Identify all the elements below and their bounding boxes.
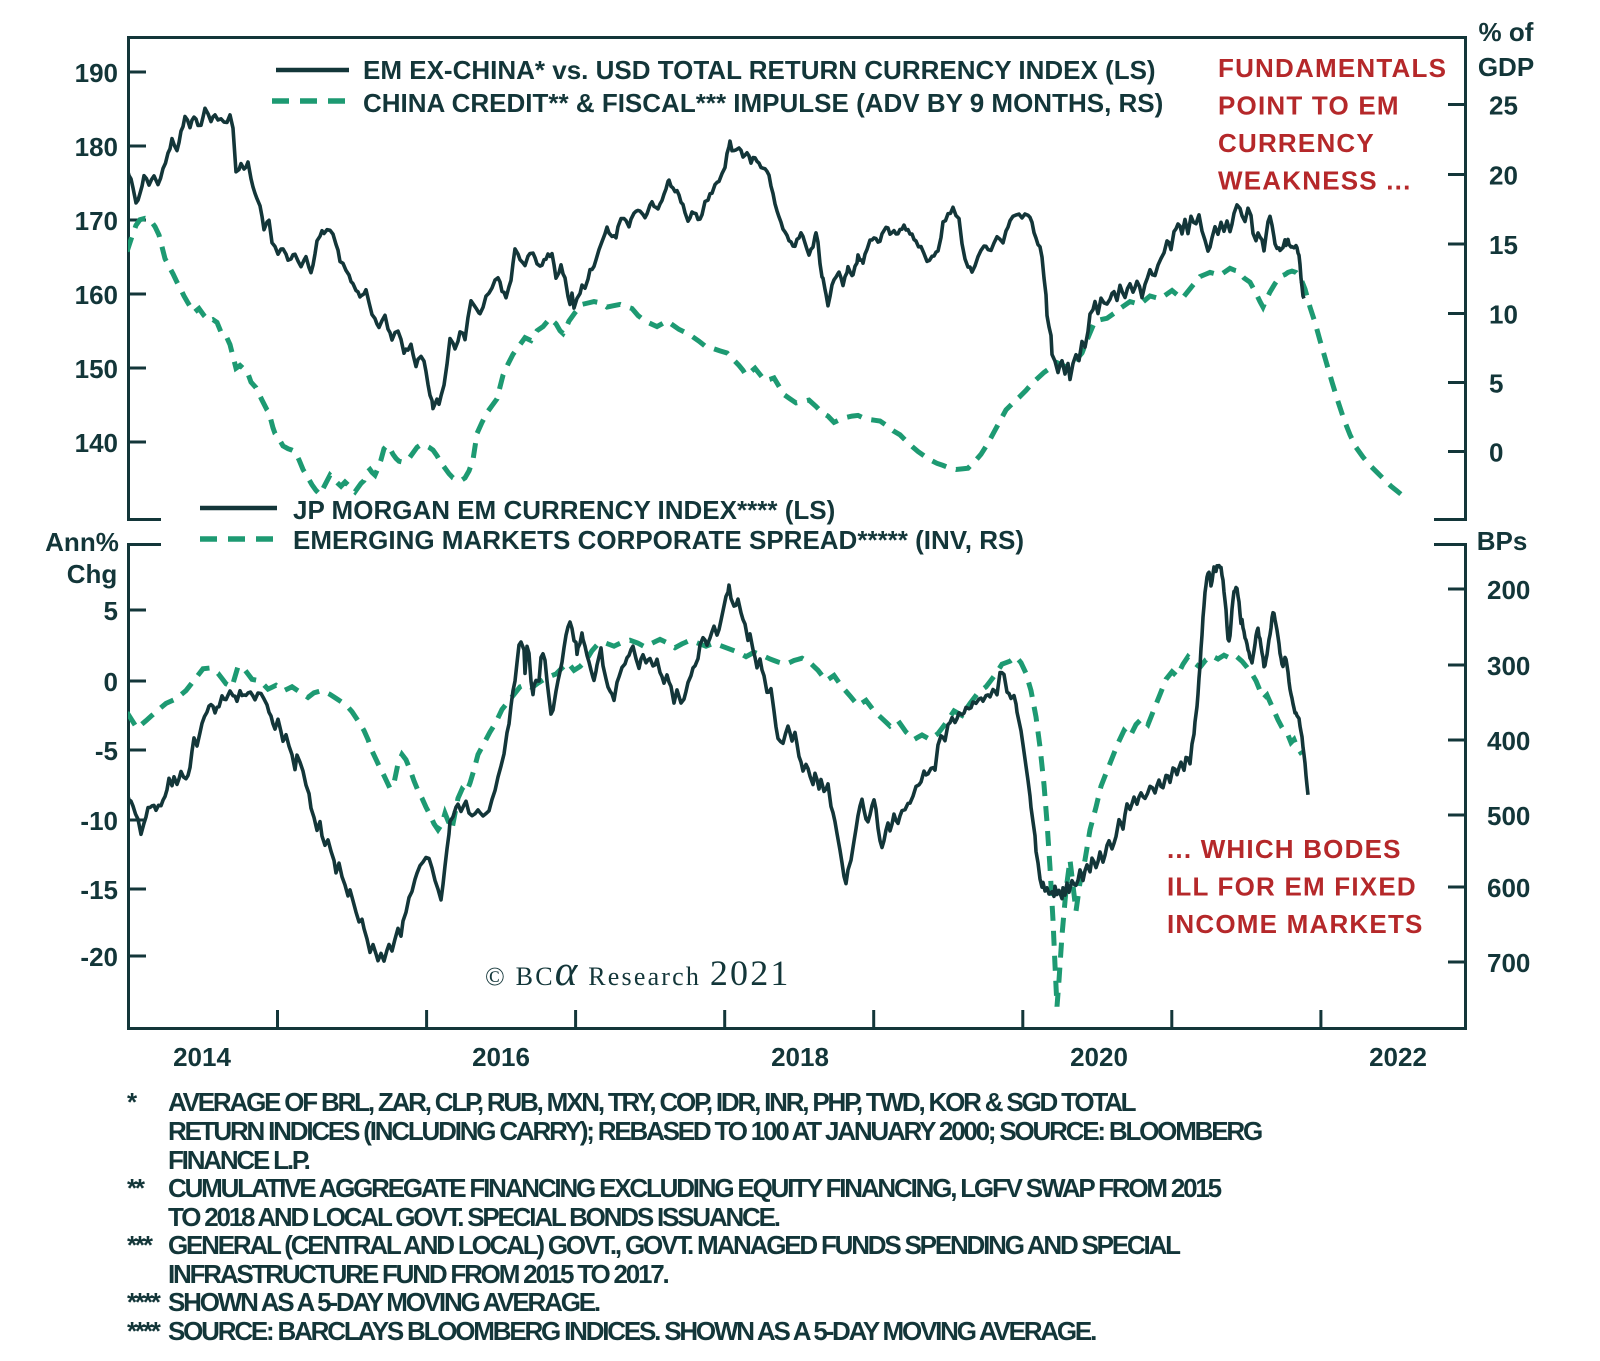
svg-text:2022: 2022 bbox=[1369, 1042, 1427, 1072]
svg-text:500: 500 bbox=[1487, 801, 1530, 831]
svg-text:2014: 2014 bbox=[173, 1042, 231, 1072]
svg-text:% of: % of bbox=[1479, 17, 1534, 47]
svg-text:BPs: BPs bbox=[1477, 526, 1528, 556]
svg-text:600: 600 bbox=[1487, 873, 1530, 903]
svg-text:JP MORGAN EM CURRENCY INDEX***: JP MORGAN EM CURRENCY INDEX**** (LS) bbox=[293, 495, 835, 525]
svg-text:SHOWN AS A 5-DAY MOVING AVERAG: SHOWN AS A 5-DAY MOVING AVERAGE. bbox=[168, 1287, 600, 1317]
svg-text:FINANCE L.P.: FINANCE L.P. bbox=[168, 1145, 310, 1175]
svg-text:Chg: Chg bbox=[67, 559, 118, 589]
svg-text:300: 300 bbox=[1487, 651, 1530, 681]
svg-text:CUMULATIVE AGGREGATE FINANCING: CUMULATIVE AGGREGATE FINANCING EXCLUDING… bbox=[168, 1173, 1222, 1203]
svg-text:EM EX-CHINA* vs. USD TOTAL RET: EM EX-CHINA* vs. USD TOTAL RETURN CURREN… bbox=[363, 55, 1156, 85]
svg-text:15: 15 bbox=[1489, 230, 1518, 260]
svg-text:RETURN INDICES (INCLUDING CARR: RETURN INDICES (INCLUDING CARRY); REBASE… bbox=[168, 1116, 1262, 1146]
svg-text:-20: -20 bbox=[80, 942, 118, 972]
svg-text:200: 200 bbox=[1487, 575, 1530, 605]
svg-text:INFRASTRUCTURE FUND FROM 2015: INFRASTRUCTURE FUND FROM 2015 TO 2017. bbox=[168, 1259, 669, 1289]
svg-text:190: 190 bbox=[75, 58, 118, 88]
svg-text:... WHICH BODES: ... WHICH BODES bbox=[1167, 834, 1402, 864]
svg-text:*: * bbox=[127, 1087, 138, 1117]
svg-text:**: ** bbox=[127, 1173, 146, 1203]
svg-text:0: 0 bbox=[1489, 438, 1503, 468]
svg-text:FUNDAMENTALS: FUNDAMENTALS bbox=[1218, 53, 1447, 83]
svg-text:POINT TO EM: POINT TO EM bbox=[1218, 91, 1400, 121]
svg-text:2018: 2018 bbox=[771, 1042, 829, 1072]
svg-text:TO 2018 AND LOCAL GOVT. SPECIA: TO 2018 AND LOCAL GOVT. SPECIAL BONDS IS… bbox=[168, 1202, 780, 1232]
svg-text:20: 20 bbox=[1489, 161, 1518, 191]
svg-text:150: 150 bbox=[75, 354, 118, 384]
svg-text:CHINA CREDIT** & FISCAL*** IMP: CHINA CREDIT** & FISCAL*** IMPULSE (ADV … bbox=[363, 88, 1163, 118]
svg-text:AVERAGE OF BRL, ZAR, CLP, RUB,: AVERAGE OF BRL, ZAR, CLP, RUB, MXN, TRY,… bbox=[168, 1087, 1137, 1117]
svg-text:EMERGING MARKETS CORPORATE SPR: EMERGING MARKETS CORPORATE SPREAD***** (… bbox=[293, 525, 1024, 555]
svg-text:160: 160 bbox=[75, 280, 118, 310]
svg-text:GENERAL (CENTRAL AND LOCAL) GO: GENERAL (CENTRAL AND LOCAL) GOVT., GOVT.… bbox=[168, 1230, 1181, 1260]
svg-text:170: 170 bbox=[75, 206, 118, 236]
svg-text:ILL FOR EM FIXED: ILL FOR EM FIXED bbox=[1167, 872, 1417, 902]
svg-text:400: 400 bbox=[1487, 726, 1530, 756]
svg-text:2020: 2020 bbox=[1070, 1042, 1128, 1072]
svg-text:INCOME MARKETS: INCOME MARKETS bbox=[1167, 909, 1424, 939]
svg-text:-5: -5 bbox=[95, 736, 118, 766]
svg-text:5: 5 bbox=[1489, 369, 1503, 399]
svg-text:140: 140 bbox=[75, 428, 118, 458]
svg-text:****: **** bbox=[127, 1316, 162, 1346]
svg-text:Ann%: Ann% bbox=[45, 527, 119, 557]
svg-text:2016: 2016 bbox=[472, 1042, 530, 1072]
svg-text:WEAKNESS ...: WEAKNESS ... bbox=[1218, 166, 1412, 196]
svg-text:10: 10 bbox=[1489, 300, 1518, 330]
svg-text:SOURCE: BARCLAYS BLOOMBERG IND: SOURCE: BARCLAYS BLOOMBERG INDICES. SHOW… bbox=[168, 1316, 1096, 1346]
svg-text:GDP: GDP bbox=[1478, 52, 1534, 82]
svg-text:***: *** bbox=[127, 1230, 154, 1260]
svg-text:-15: -15 bbox=[80, 875, 118, 905]
svg-text:700: 700 bbox=[1487, 948, 1530, 978]
svg-text:© BCα Research 2021: © BCα Research 2021 bbox=[485, 948, 791, 995]
svg-text:-10: -10 bbox=[80, 806, 118, 836]
svg-text:CURRENCY: CURRENCY bbox=[1218, 128, 1375, 158]
svg-text:180: 180 bbox=[75, 132, 118, 162]
svg-text:25: 25 bbox=[1489, 91, 1518, 121]
svg-text:5: 5 bbox=[104, 596, 118, 626]
svg-text:****: **** bbox=[127, 1287, 162, 1317]
svg-text:0: 0 bbox=[104, 667, 118, 697]
